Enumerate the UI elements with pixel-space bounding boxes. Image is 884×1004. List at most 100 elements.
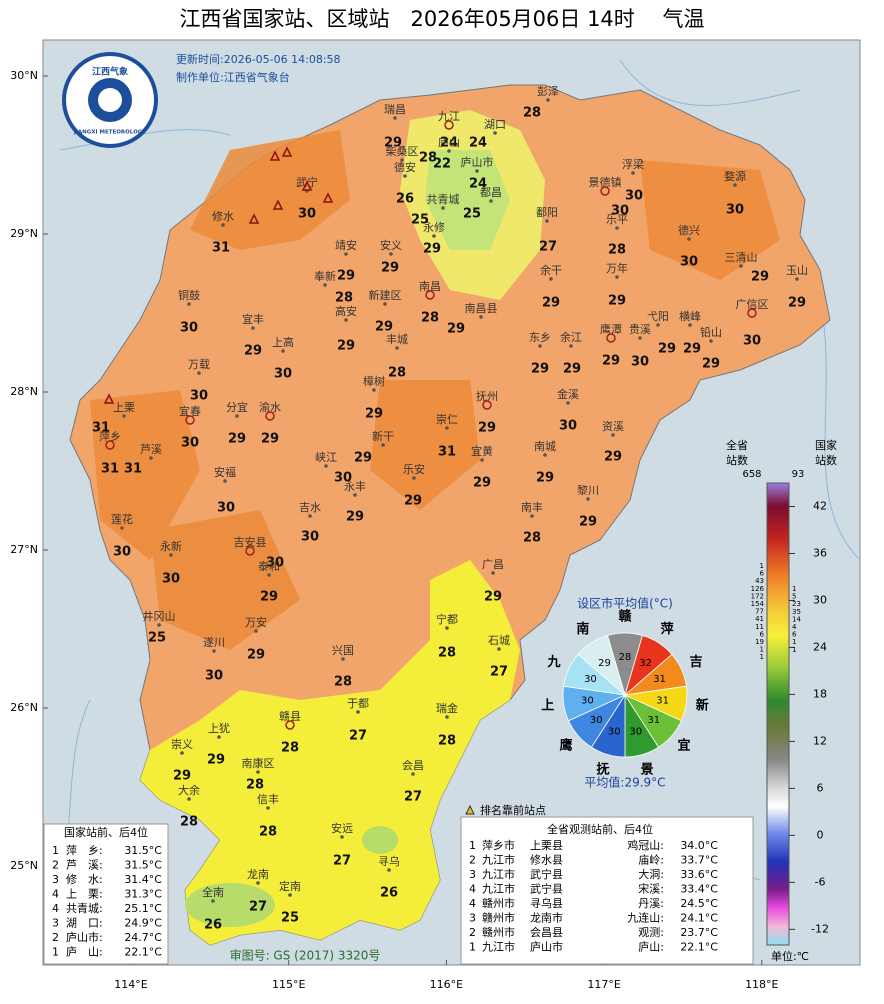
- station-dot: [285, 720, 295, 730]
- pie-city: 上: [541, 699, 554, 714]
- national-table-cell: 24.7°C: [124, 931, 162, 944]
- station-name: 弋阳: [647, 310, 669, 323]
- station-name: 大余: [178, 783, 200, 797]
- province-table-cell: 23.7°C: [680, 926, 718, 939]
- station-name: 乐平: [606, 213, 628, 226]
- station-dot: [569, 344, 573, 348]
- province-table-cell: 1: [469, 941, 476, 954]
- logo-text: 江西气象: [92, 66, 128, 78]
- station-value: 30: [743, 334, 761, 349]
- station-value: 27: [404, 790, 422, 805]
- cool-zone-lake-inner: [425, 150, 510, 250]
- national-count: 1: [792, 585, 796, 593]
- station-name: 安远: [331, 821, 353, 835]
- station-name: 万年: [606, 261, 628, 275]
- station-value: 29: [173, 769, 191, 784]
- national-table-cell: 庐 山:: [66, 945, 103, 959]
- national-table-cell: 22.1°C: [124, 946, 162, 959]
- station-dot: [197, 371, 201, 375]
- province-count-title: 全省: [726, 438, 748, 452]
- province-table-cell: 九连山:: [627, 912, 664, 925]
- rank-marker: [322, 192, 334, 203]
- station-name: 宜丰: [242, 312, 264, 326]
- lat-label: 29°N: [10, 227, 38, 240]
- province-count: 1: [760, 646, 764, 654]
- station-name: 吉水: [299, 501, 321, 514]
- station-value: 25: [463, 207, 481, 222]
- station-name: 寻乌: [378, 854, 400, 868]
- pie-value: 28: [619, 652, 632, 663]
- station-name: 婺源: [724, 169, 746, 183]
- station-value: 30: [274, 367, 292, 382]
- station-dot: [475, 169, 479, 173]
- approval: 审图号: GS (2017) 3320号: [230, 948, 381, 963]
- station-name: 庐山市: [461, 155, 494, 169]
- station-value: 25: [411, 213, 429, 228]
- station-dot: [444, 120, 454, 130]
- station-name: 靖安: [335, 238, 357, 252]
- national-count-title: 站数: [815, 453, 837, 467]
- station-value: 30: [217, 501, 235, 516]
- station-value: 30: [611, 204, 629, 219]
- station-value: 28: [259, 825, 277, 840]
- station-name: 庐山: [438, 135, 460, 149]
- station-dot: [733, 183, 737, 187]
- station-value: 29: [346, 510, 364, 525]
- province-table-cell: 2: [469, 926, 476, 939]
- pie-value: 30: [629, 726, 642, 737]
- station-name: 上犹: [208, 722, 230, 735]
- station-dot: [606, 333, 616, 343]
- station-dot: [256, 770, 260, 774]
- province-table-cell: 庐山市: [530, 940, 563, 954]
- province-table-cell: 33.6°C: [680, 868, 718, 881]
- station-dot: [341, 657, 345, 661]
- station-value: 28: [523, 531, 541, 546]
- station-value: 29: [542, 296, 560, 311]
- rank-marker-label: 排名靠前站点: [480, 803, 546, 817]
- province-count: 43: [755, 577, 764, 585]
- station-value: 26: [396, 192, 414, 207]
- station-dot: [281, 349, 285, 353]
- lat-label: 26°N: [10, 701, 38, 714]
- station-value: 29: [478, 421, 496, 436]
- tables: 国家站前、后4位 1 萍 乡: 31.5°C 2 芦 溪: 31.5°C 3 修 水: 31.4°…: [43, 816, 754, 965]
- national-count: 1: [792, 646, 796, 654]
- pie-city: 新: [696, 698, 709, 714]
- legend-tick-label: 24: [813, 640, 827, 653]
- station-value: 29: [337, 339, 355, 354]
- station-dot: [217, 735, 221, 739]
- station-dot: [615, 275, 619, 279]
- pie-value: 31: [653, 674, 666, 685]
- station-value: 29: [384, 136, 402, 151]
- station-value: 31: [124, 462, 142, 477]
- lon-label: 114°E: [114, 978, 147, 991]
- station-dot: [709, 339, 713, 343]
- station-name: 遂川: [203, 635, 225, 649]
- station-name: 永修: [423, 220, 445, 234]
- station-value: 29: [484, 590, 502, 605]
- national-count: 35: [792, 608, 801, 616]
- station-name: 定南: [279, 879, 301, 893]
- station-value: 25: [148, 631, 166, 646]
- province-table-cell: 龙南市: [530, 911, 563, 925]
- station-value: 28: [523, 106, 541, 121]
- station-value: 29: [563, 362, 581, 377]
- legend-tick-label: 30: [813, 593, 827, 606]
- station-value: 29: [473, 476, 491, 491]
- station-value: 30: [301, 530, 319, 545]
- station-value: 28: [421, 311, 439, 326]
- station-name: 永丰: [344, 479, 366, 493]
- station-name: 共青城: [427, 193, 460, 206]
- province-table-cell: 2: [469, 854, 476, 867]
- station-value: 28: [438, 734, 456, 749]
- lat-label: 28°N: [10, 385, 38, 398]
- station-name: 兴国: [332, 644, 354, 657]
- axes: 30°N 29°N 28°N 27°N 26°N 25°N 114°E 115°E 116°E 1…: [10, 69, 778, 991]
- legend-tick-label: 18: [813, 687, 827, 700]
- national-count: 5: [792, 593, 796, 601]
- national-table-cell: 1: [52, 844, 59, 857]
- province-table-cell: 庐山:: [638, 940, 664, 954]
- station-name: 莲花: [111, 513, 133, 526]
